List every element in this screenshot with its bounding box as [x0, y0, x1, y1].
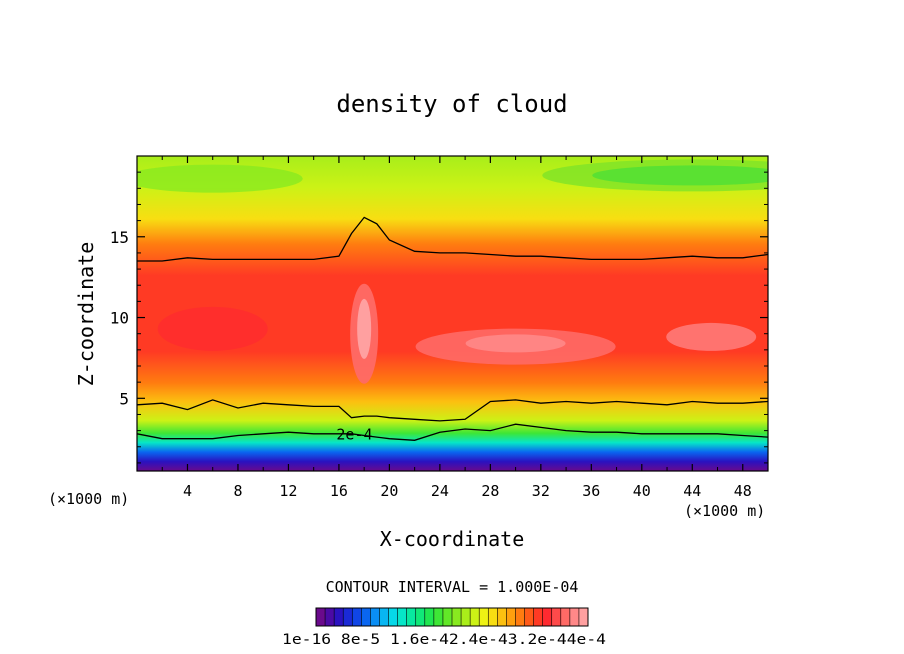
contour-line — [137, 399, 768, 422]
colorbar-labels: 1e-16 8e-5 1.6e-42.4e-43.2e-44e-4 — [282, 632, 606, 648]
plot-area: 2e-4 — [137, 156, 768, 471]
colorbar-swatch — [379, 608, 389, 626]
colorbar-swatch — [497, 608, 507, 626]
x-unit-left: (×1000 m) — [48, 490, 129, 508]
y-tick-label: 10 — [110, 309, 129, 328]
colorbar-label: 1e-16 8e-5 1.6e-42.4e-43.2e-44e-4 — [282, 632, 606, 648]
colorbar-swatch — [316, 608, 326, 626]
colorbar-swatch — [524, 608, 534, 626]
x-tick-label: 28 — [481, 482, 499, 500]
colorbar-swatch — [352, 608, 362, 626]
chart-title: density of cloud — [336, 90, 567, 118]
contour-line — [137, 216, 768, 262]
colorbar-swatch — [569, 608, 580, 626]
colorbar-swatch — [397, 608, 407, 626]
x-tick-label: 4 — [183, 482, 192, 500]
x-tick-label: 40 — [633, 482, 651, 500]
x-tick-label: 44 — [683, 482, 701, 500]
x-tick-label: 24 — [431, 482, 449, 500]
colorbar-swatch — [533, 608, 543, 626]
colorbar — [315, 607, 589, 627]
contour-label: 2e-4 — [336, 426, 372, 444]
x-tick-label: 12 — [279, 482, 297, 500]
field-feature — [592, 165, 768, 186]
x-axis: 4 8 12 16 20 24 28 32 36 40 44 48 — [161, 156, 752, 500]
field-feature — [157, 306, 268, 351]
x-tick-label: 20 — [380, 482, 398, 500]
colorbar-swatch — [578, 608, 589, 626]
x-tick-label: 48 — [734, 482, 752, 500]
contour-lines: 2e-4 — [137, 216, 768, 444]
colorbar-swatch — [334, 608, 344, 626]
colorbar-swatch — [433, 608, 444, 626]
colorbar-swatch — [452, 608, 462, 626]
colorbar-swatch — [488, 608, 498, 626]
colorbar-swatch — [442, 608, 453, 626]
colorbar-swatch — [388, 608, 398, 626]
field-feature — [357, 298, 372, 359]
colorbar-swatch — [325, 608, 335, 626]
contour-line — [137, 423, 768, 441]
colorbar-swatch — [551, 608, 562, 626]
x-axis-label: X-coordinate — [380, 527, 525, 551]
x-tick-label: 36 — [582, 482, 600, 500]
field-feature — [465, 334, 566, 353]
colorbar-swatch — [461, 608, 471, 626]
y-tick-label: 15 — [110, 228, 129, 247]
colorbar-swatch — [343, 608, 353, 626]
y-tick-label: 5 — [119, 389, 129, 408]
field-feature — [137, 164, 303, 193]
x-tick-label: 32 — [532, 482, 550, 500]
colorbar-swatch — [515, 608, 525, 626]
colorbar-swatch — [560, 608, 571, 626]
y-axis-label: Z-coordinate — [74, 242, 98, 387]
colorbar-swatch — [542, 608, 553, 626]
colorbar-swatch — [470, 608, 480, 626]
x-tick-label: 8 — [233, 482, 242, 500]
colorbar-swatch — [415, 608, 426, 626]
colorbar-frame — [315, 607, 589, 627]
colorbar-swatch — [361, 608, 371, 626]
x-tick-label: 16 — [330, 482, 348, 500]
colorbar-swatch — [506, 608, 516, 626]
colorbar-swatch — [479, 608, 489, 626]
contour-interval-text: CONTOUR INTERVAL = 1.000E-04 — [326, 578, 579, 596]
field-feature — [666, 322, 757, 351]
x-unit-right: (×1000 m) — [684, 502, 765, 520]
plot-frame — [136, 155, 769, 472]
y-axis: 5 10 15 — [110, 171, 768, 464]
colorbar-swatch — [406, 608, 417, 626]
colorbar-swatch — [424, 608, 435, 626]
field-features — [137, 159, 768, 384]
colorbar-swatch — [370, 608, 380, 626]
